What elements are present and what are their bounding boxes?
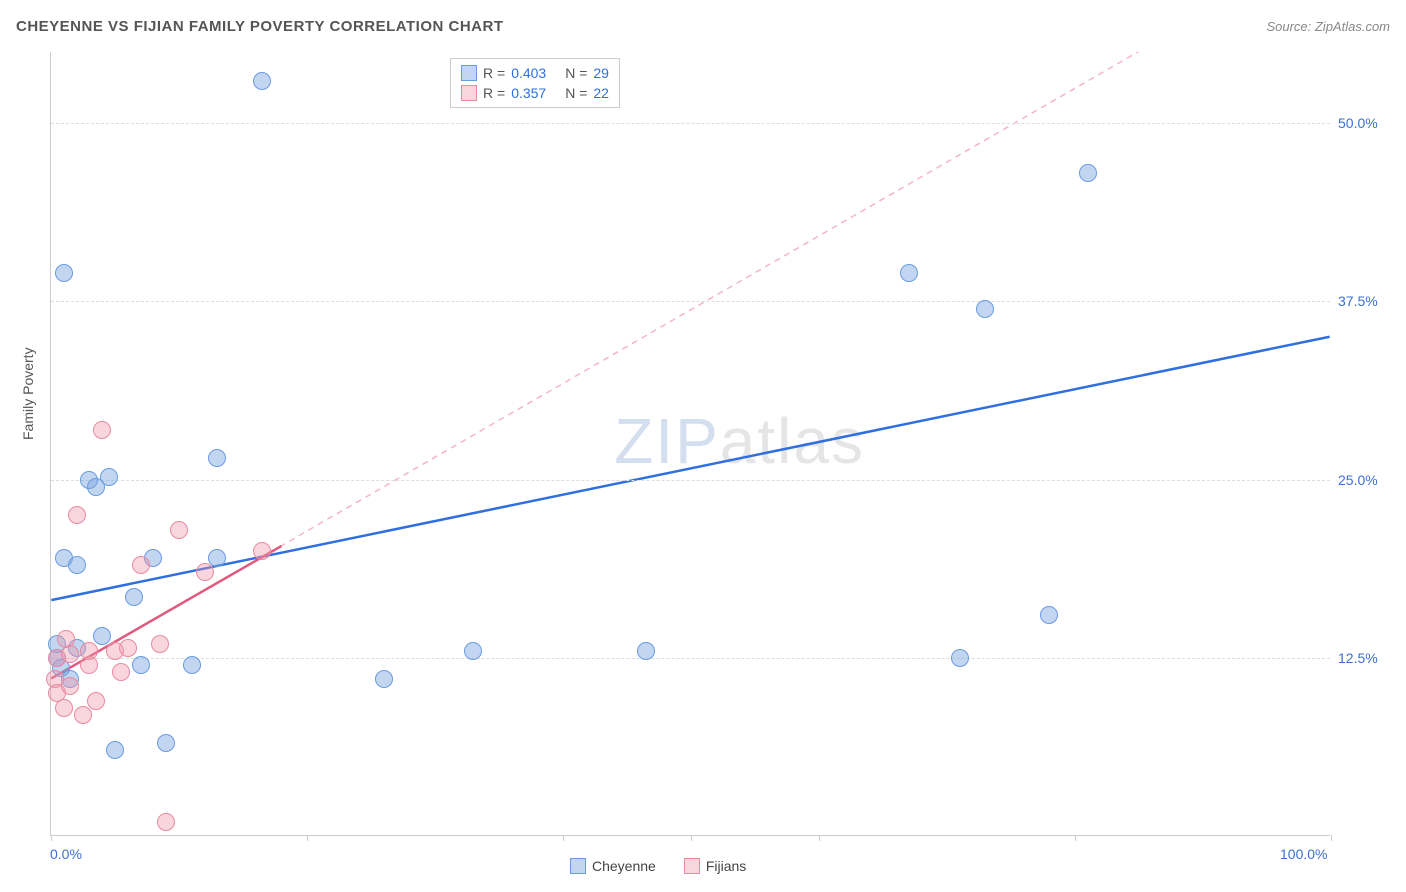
x-tick-label: 0.0% [50, 846, 82, 862]
data-point [375, 670, 393, 688]
data-point [55, 264, 73, 282]
legend-r-label: R = [483, 65, 505, 81]
y-tick-label: 12.5% [1338, 650, 1378, 666]
chart-title: CHEYENNE VS FIJIAN FAMILY POVERTY CORREL… [16, 18, 504, 35]
data-point [68, 556, 86, 574]
data-point [1040, 606, 1058, 624]
data-point [157, 813, 175, 831]
gridline [51, 658, 1330, 659]
data-point [106, 741, 124, 759]
x-tick [1331, 835, 1332, 841]
x-tick-label: 100.0% [1280, 846, 1327, 862]
trend-line [51, 337, 1329, 600]
x-tick [563, 835, 564, 841]
data-point [57, 630, 75, 648]
y-tick-label: 50.0% [1338, 115, 1378, 131]
legend-item-label: Fijians [706, 858, 746, 874]
x-tick [51, 835, 52, 841]
x-tick [1075, 835, 1076, 841]
legend-series: Cheyenne Fijians [570, 858, 746, 874]
data-point [1079, 164, 1097, 182]
legend-n-value: 22 [593, 85, 609, 101]
data-point [55, 699, 73, 717]
y-tick-label: 37.5% [1338, 293, 1378, 309]
legend-item: Cheyenne [570, 858, 656, 874]
legend-swatch [684, 858, 700, 874]
legend-stats-box: R = 0.403 N = 29 R = 0.357 N = 22 [450, 58, 620, 108]
data-point [112, 663, 130, 681]
trend-lines-layer [51, 52, 1330, 835]
data-point [93, 421, 111, 439]
data-point [68, 506, 86, 524]
legend-n-label: N = [565, 85, 587, 101]
x-tick [691, 835, 692, 841]
legend-swatch [461, 85, 477, 101]
legend-item-label: Cheyenne [592, 858, 656, 874]
data-point [208, 549, 226, 567]
data-point [125, 588, 143, 606]
legend-swatch [570, 858, 586, 874]
gridline [51, 123, 1330, 124]
data-point [132, 656, 150, 674]
data-point [183, 656, 201, 674]
gridline [51, 301, 1330, 302]
data-point [119, 639, 137, 657]
trend-line [51, 52, 1138, 678]
legend-r-label: R = [483, 85, 505, 101]
data-point [976, 300, 994, 318]
data-point [464, 642, 482, 660]
data-point [637, 642, 655, 660]
legend-stats-row: R = 0.403 N = 29 [461, 63, 609, 83]
legend-n-value: 29 [593, 65, 609, 81]
data-point [170, 521, 188, 539]
watermark: ZIPatlas [614, 404, 865, 478]
gridline [51, 480, 1330, 481]
data-point [253, 72, 271, 90]
x-tick [307, 835, 308, 841]
data-point [61, 677, 79, 695]
data-point [157, 734, 175, 752]
data-point [80, 642, 98, 660]
legend-swatch [461, 65, 477, 81]
data-point [132, 556, 150, 574]
watermark-zip: ZIP [614, 405, 720, 477]
data-point [196, 563, 214, 581]
data-point [100, 468, 118, 486]
data-point [151, 635, 169, 653]
legend-r-value: 0.403 [511, 65, 559, 81]
chart-header: CHEYENNE VS FIJIAN FAMILY POVERTY CORREL… [16, 18, 1390, 35]
data-point [253, 542, 271, 560]
data-point [900, 264, 918, 282]
data-point [951, 649, 969, 667]
data-point [87, 692, 105, 710]
plot-area: ZIPatlas [50, 52, 1330, 836]
data-point [74, 706, 92, 724]
legend-n-label: N = [565, 65, 587, 81]
legend-r-value: 0.357 [511, 85, 559, 101]
watermark-atlas: atlas [720, 405, 865, 477]
y-axis-label: Family Poverty [20, 347, 36, 440]
y-tick-label: 25.0% [1338, 472, 1378, 488]
data-point [208, 449, 226, 467]
legend-stats-row: R = 0.357 N = 22 [461, 83, 609, 103]
legend-item: Fijians [684, 858, 746, 874]
x-tick [819, 835, 820, 841]
chart-source: Source: ZipAtlas.com [1266, 19, 1390, 34]
